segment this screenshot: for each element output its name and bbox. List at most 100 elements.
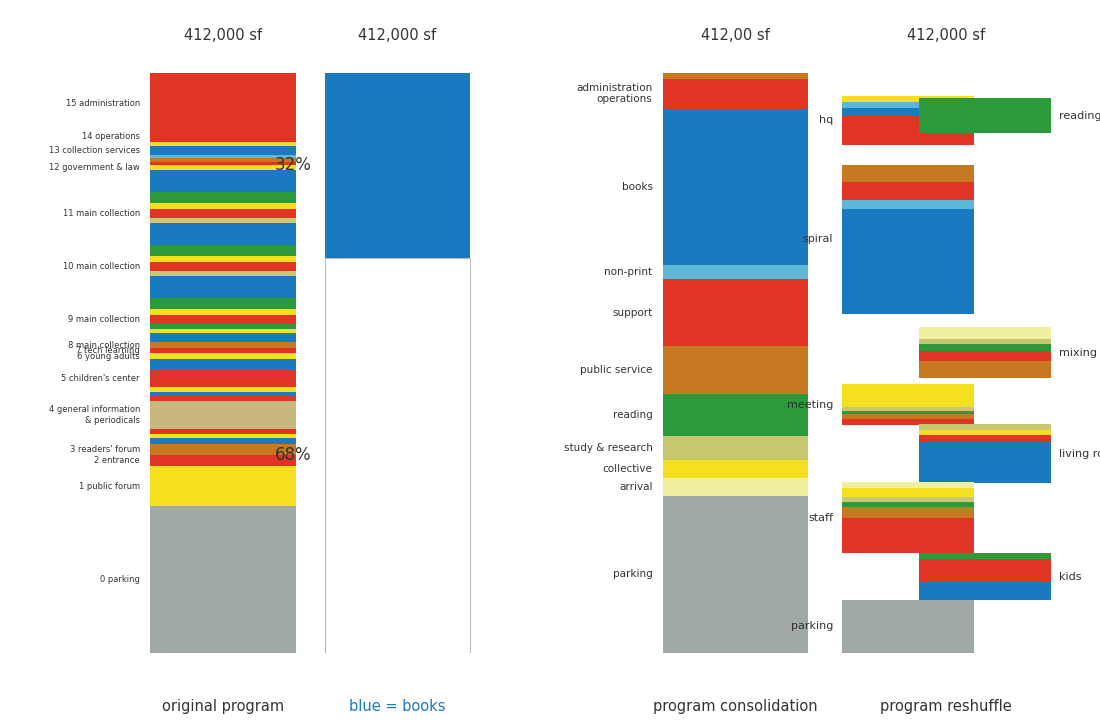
Bar (151, 245, 296, 257)
Text: mixing chamber: mixing chamber (1058, 347, 1100, 357)
Text: reading: reading (613, 410, 652, 420)
Text: non-print: non-print (604, 268, 652, 277)
Text: kids: kids (1058, 571, 1081, 581)
Bar (918, 327, 1050, 339)
Text: blue = books: blue = books (349, 699, 446, 714)
Bar (663, 265, 808, 279)
Text: program consolidation: program consolidation (653, 699, 818, 714)
Bar (151, 271, 296, 276)
Bar (151, 397, 296, 401)
Bar (151, 298, 296, 310)
Bar (151, 328, 296, 334)
Bar (918, 352, 1050, 361)
Bar (151, 438, 296, 444)
Bar (151, 158, 296, 162)
Bar (151, 342, 296, 348)
Bar (151, 334, 296, 342)
Bar (151, 135, 296, 139)
Bar (151, 348, 296, 354)
Bar (918, 344, 1050, 352)
Bar (918, 424, 1050, 430)
Bar (918, 430, 1050, 436)
Text: living room: living room (1058, 449, 1100, 458)
Bar (151, 162, 296, 165)
Bar (842, 107, 974, 116)
Bar (151, 165, 296, 170)
Bar (842, 411, 974, 415)
Text: study & research: study & research (563, 443, 652, 453)
Bar (324, 72, 470, 258)
Text: books: books (621, 182, 652, 192)
Text: 2 entrance: 2 entrance (95, 456, 140, 465)
Bar (151, 466, 296, 506)
Bar (151, 434, 296, 438)
Bar (151, 276, 296, 298)
Bar (151, 324, 296, 328)
Bar (151, 370, 296, 387)
Bar (151, 455, 296, 466)
Bar (151, 192, 296, 204)
Bar (151, 401, 296, 429)
Bar (151, 204, 296, 209)
Bar (663, 460, 808, 478)
Text: 11 main collection: 11 main collection (63, 209, 140, 218)
Text: hq: hq (820, 115, 834, 125)
Bar (663, 109, 808, 265)
Bar (151, 315, 296, 324)
Text: 9 main collection: 9 main collection (68, 315, 140, 324)
Text: 7 tech learning: 7 tech learning (76, 346, 140, 355)
Bar (918, 361, 1050, 378)
Text: 15 administration: 15 administration (66, 99, 140, 108)
Bar (842, 96, 974, 102)
Text: 8 main collection: 8 main collection (68, 341, 140, 349)
Bar (918, 582, 1050, 600)
Bar (918, 553, 1050, 559)
Text: 10 main collection: 10 main collection (63, 262, 140, 271)
Bar (918, 559, 1050, 582)
Bar (663, 72, 808, 78)
Bar (151, 506, 296, 652)
Bar (918, 98, 1050, 133)
Text: collective: collective (603, 464, 652, 474)
Bar (151, 223, 296, 245)
Bar (151, 387, 296, 392)
Bar (842, 482, 974, 488)
Text: 1 public forum: 1 public forum (79, 481, 140, 491)
Bar (151, 139, 296, 142)
Text: arrival: arrival (619, 482, 652, 492)
Bar (151, 142, 296, 146)
Text: 14 operations: 14 operations (81, 133, 140, 141)
Text: reading room: reading room (1058, 111, 1100, 120)
Text: 3 readers' forum: 3 readers' forum (69, 445, 140, 454)
Bar (663, 478, 808, 496)
Bar (842, 407, 974, 411)
Bar (842, 502, 974, 507)
Bar (151, 72, 296, 135)
Bar (151, 170, 296, 192)
Bar (663, 394, 808, 436)
Bar (842, 415, 974, 419)
Bar (842, 102, 974, 107)
Text: public service: public service (580, 365, 652, 375)
Text: meeting: meeting (786, 399, 834, 410)
Text: 412,000 sf: 412,000 sf (184, 28, 262, 44)
Bar (663, 346, 808, 394)
Text: parking: parking (613, 569, 652, 579)
Text: administration
operations: administration operations (576, 83, 652, 104)
Text: program reshuffle: program reshuffle (880, 699, 1012, 714)
Bar (663, 496, 808, 652)
Bar (151, 209, 296, 218)
Bar (151, 146, 296, 155)
Bar (151, 310, 296, 315)
Bar (663, 436, 808, 460)
Text: 32%: 32% (275, 157, 311, 174)
Bar (842, 182, 974, 199)
Bar (842, 384, 974, 407)
Text: 0 parking: 0 parking (100, 575, 140, 584)
Text: 412,000 sf: 412,000 sf (359, 28, 437, 44)
Bar (151, 392, 296, 397)
Bar (151, 444, 296, 455)
Bar (151, 155, 296, 158)
Text: 12 government & law: 12 government & law (50, 163, 140, 172)
Bar (842, 199, 974, 209)
